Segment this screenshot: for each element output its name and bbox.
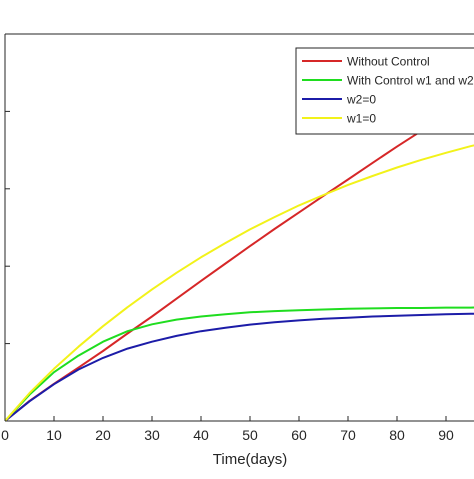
series-line xyxy=(5,129,423,421)
series-line xyxy=(5,144,474,421)
series-layer xyxy=(5,129,474,421)
legend-label: Without Control xyxy=(347,55,430,69)
x-tick-label: 50 xyxy=(242,427,258,443)
x-tick-label: 80 xyxy=(389,427,405,443)
legend-box xyxy=(295,47,474,135)
x-axis-label: Time(days) xyxy=(213,451,287,468)
x-tick-label: 30 xyxy=(144,427,160,443)
y-ticks xyxy=(5,33,10,422)
legend: Without Control With Control w1 and w2 w2=… xyxy=(295,47,474,135)
x-tick-label: 40 xyxy=(193,427,209,443)
x-tick-label: 20 xyxy=(95,427,111,443)
x-tick-label: 70 xyxy=(340,427,356,443)
x-tick-label: 0 xyxy=(1,427,9,443)
x-tick-label: 60 xyxy=(291,427,307,443)
legend-label: With Control w1 and w2 xyxy=(347,74,474,88)
series-line xyxy=(5,306,474,421)
legend-label: w1=0 xyxy=(346,112,376,126)
series-line xyxy=(5,312,474,421)
x-tick-label: 10 xyxy=(46,427,62,443)
axes-layer xyxy=(4,33,474,422)
x-tick-label: 90 xyxy=(438,427,454,443)
x-ticks: 0 10 20 30 40 50 60 70 80 90 xyxy=(1,416,454,443)
legend-label: w2=0 xyxy=(346,93,376,107)
